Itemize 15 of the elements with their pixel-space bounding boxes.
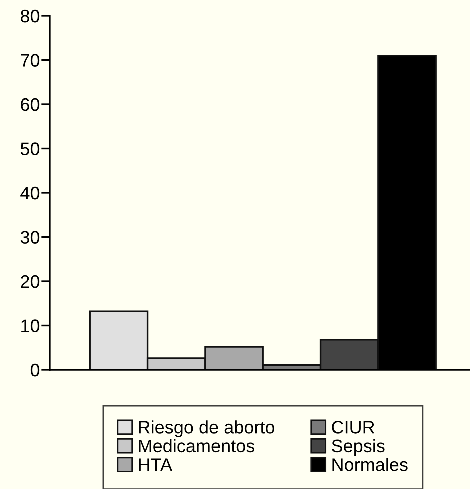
legend-label: Sepsis xyxy=(332,439,385,456)
y-tick-label: 60 xyxy=(21,98,40,112)
y-tick-label: 70 xyxy=(21,54,40,67)
legend-label: CIUR xyxy=(332,421,375,434)
y-tick-label: 30 xyxy=(20,231,40,244)
y-tick-label: 0 xyxy=(30,364,40,377)
legend-label: HTA xyxy=(139,458,173,472)
y-tick-label: 20 xyxy=(21,275,40,288)
y-tick-label: 40 xyxy=(20,186,40,200)
y-tick-label: 10 xyxy=(22,320,40,332)
y-tick-label: 80 xyxy=(20,10,40,23)
legend-label: Medicamentos xyxy=(139,439,255,453)
legend-label: Riesgo de aborto xyxy=(139,420,275,438)
legend-label: Normales xyxy=(332,458,408,472)
y-tick-label: 50 xyxy=(20,142,40,156)
